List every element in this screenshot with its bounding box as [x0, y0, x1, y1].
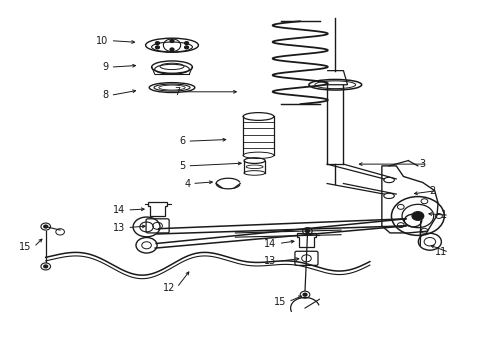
Circle shape — [185, 46, 189, 49]
Text: 12: 12 — [163, 283, 175, 293]
Text: 14: 14 — [113, 205, 125, 215]
Text: 13: 13 — [265, 256, 277, 266]
Circle shape — [185, 42, 189, 45]
Text: 15: 15 — [20, 242, 32, 252]
Text: 1: 1 — [441, 210, 447, 220]
Text: 3: 3 — [419, 159, 425, 169]
Text: 2: 2 — [429, 186, 435, 195]
Text: 7: 7 — [174, 87, 181, 97]
Text: 6: 6 — [179, 136, 185, 146]
Text: 9: 9 — [102, 62, 109, 72]
Circle shape — [155, 46, 159, 49]
Text: 8: 8 — [102, 90, 109, 100]
Circle shape — [44, 265, 48, 268]
Text: 15: 15 — [274, 297, 286, 307]
Text: 13: 13 — [113, 222, 125, 233]
Text: 11: 11 — [435, 247, 447, 257]
Circle shape — [155, 42, 159, 45]
Circle shape — [303, 293, 307, 296]
Circle shape — [305, 230, 309, 233]
Text: 14: 14 — [265, 239, 277, 248]
Circle shape — [412, 212, 424, 220]
Text: 10: 10 — [97, 36, 109, 46]
Text: 4: 4 — [184, 179, 190, 189]
Circle shape — [170, 40, 174, 42]
Circle shape — [170, 48, 174, 51]
Text: 5: 5 — [179, 161, 185, 171]
Circle shape — [44, 225, 48, 228]
